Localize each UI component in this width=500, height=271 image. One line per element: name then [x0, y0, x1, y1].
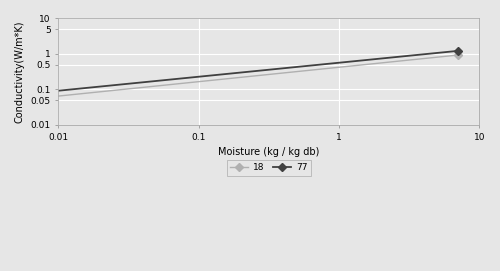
- 77: [454, 49, 460, 53]
- 18: [293, 70, 299, 73]
- 18: [454, 53, 460, 57]
- 18: [392, 60, 398, 63]
- 77: [392, 56, 398, 59]
- 77: [56, 89, 62, 92]
- 18: [56, 94, 62, 98]
- X-axis label: Moisture (kg / kg db): Moisture (kg / kg db): [218, 147, 320, 157]
- 77: [56, 89, 62, 92]
- Line: 77: 77: [56, 48, 460, 93]
- Line: 18: 18: [56, 52, 460, 99]
- 77: [417, 53, 423, 56]
- 18: [56, 95, 62, 98]
- Legend: 18, 77: 18, 77: [226, 160, 311, 176]
- Y-axis label: Conductivity(W/m*K): Conductivity(W/m*K): [15, 20, 25, 123]
- 77: [292, 66, 298, 69]
- 18: [300, 69, 306, 73]
- 77: [293, 65, 299, 69]
- 18: [292, 70, 298, 73]
- 18: [417, 57, 423, 60]
- 77: [300, 65, 306, 68]
